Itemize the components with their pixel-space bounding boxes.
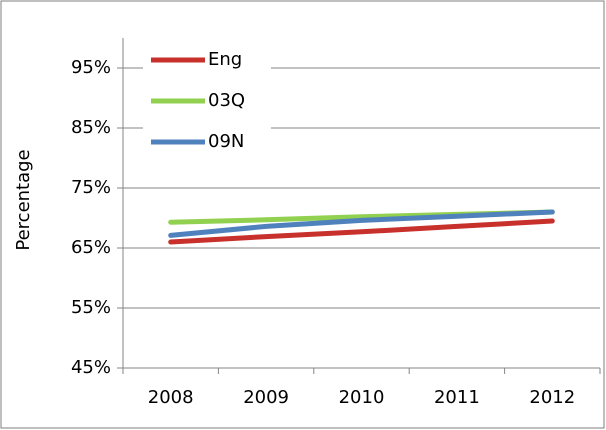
y-tick-label: 95% bbox=[71, 57, 111, 78]
y-tick-label: 55% bbox=[71, 297, 111, 318]
line bbox=[168, 218, 555, 245]
x-tick-label: 2011 bbox=[434, 387, 480, 408]
y-tick-label: 65% bbox=[71, 237, 111, 258]
legend-label: 09N bbox=[208, 131, 244, 152]
y-axis-label: Percentage bbox=[13, 149, 34, 250]
x-tick-label: 2008 bbox=[148, 387, 194, 408]
y-tick-label: 85% bbox=[71, 117, 111, 138]
legend-label: Eng bbox=[208, 49, 242, 70]
line bbox=[168, 209, 555, 238]
x-tick-label: 2009 bbox=[243, 387, 289, 408]
x-tick-label: 2012 bbox=[529, 387, 575, 408]
x-tick-label: 2010 bbox=[339, 387, 385, 408]
y-tick-label: 75% bbox=[71, 177, 111, 198]
legend-label: 03Q bbox=[208, 90, 245, 111]
y-tick-label: 45% bbox=[71, 357, 111, 378]
